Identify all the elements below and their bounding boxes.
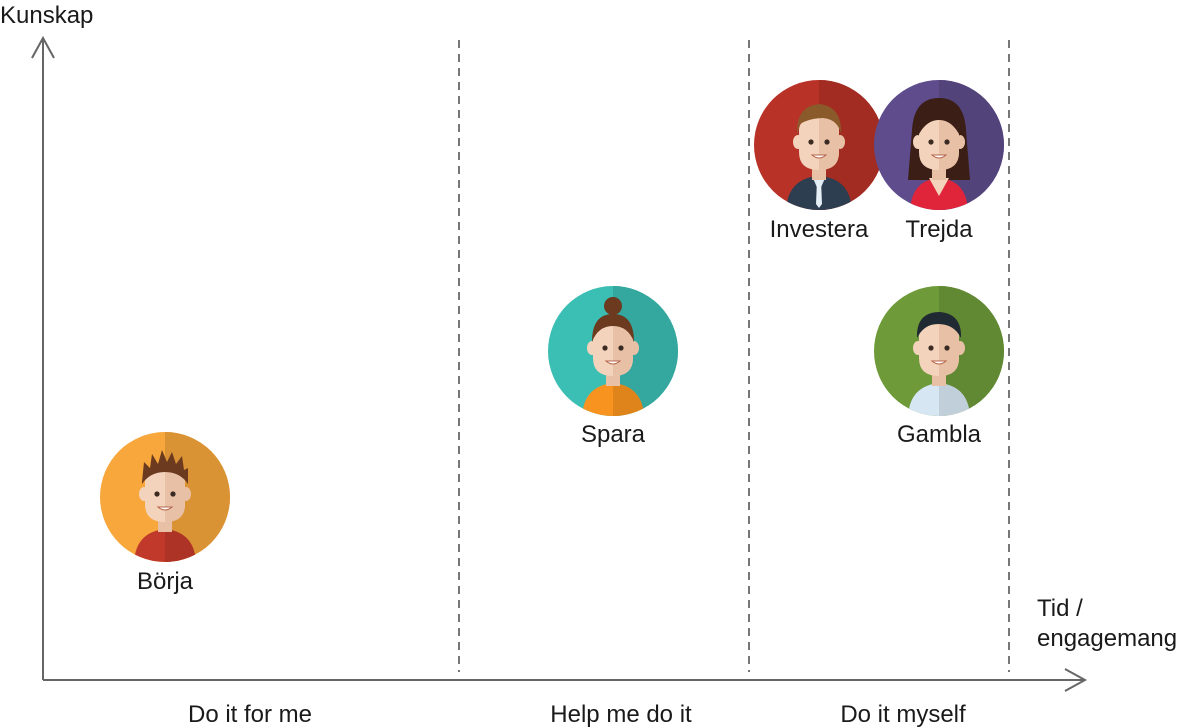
boy-avatar-icon xyxy=(100,432,230,562)
persona-trejda xyxy=(874,80,1004,215)
woman-bun-avatar-icon xyxy=(548,286,678,416)
persona-gambla xyxy=(874,286,1004,421)
persona-spara xyxy=(548,286,678,421)
man-suit-avatar-icon xyxy=(754,80,884,210)
x-axis xyxy=(43,668,1088,692)
persona-label-borja: Börja xyxy=(136,568,194,595)
persona-label-spara: Spara xyxy=(580,421,646,448)
segment-label-help-me-do-it: Help me do it xyxy=(550,701,692,728)
x-axis-label-line2: engagemang xyxy=(1037,625,1178,652)
persona-investera xyxy=(754,80,884,215)
y-axis-label: Kunskap xyxy=(0,2,94,29)
x-axis-label-line1: Tid / xyxy=(1037,595,1083,622)
persona-borja xyxy=(100,432,230,567)
y-axis xyxy=(31,35,55,680)
woman-long-hair-avatar-icon xyxy=(874,80,1004,210)
persona-label-gambla: Gambla xyxy=(896,421,982,448)
persona-label-investera: Investera xyxy=(769,216,869,243)
persona-label-trejda: Trejda xyxy=(905,216,973,243)
x-axis-arrowhead xyxy=(1064,668,1088,692)
segment-label-do-it-myself: Do it myself xyxy=(840,701,966,728)
y-axis-arrowhead xyxy=(31,35,55,59)
man-casual-avatar-icon xyxy=(874,286,1004,416)
segment-label-do-it-for-me: Do it for me xyxy=(187,701,313,728)
